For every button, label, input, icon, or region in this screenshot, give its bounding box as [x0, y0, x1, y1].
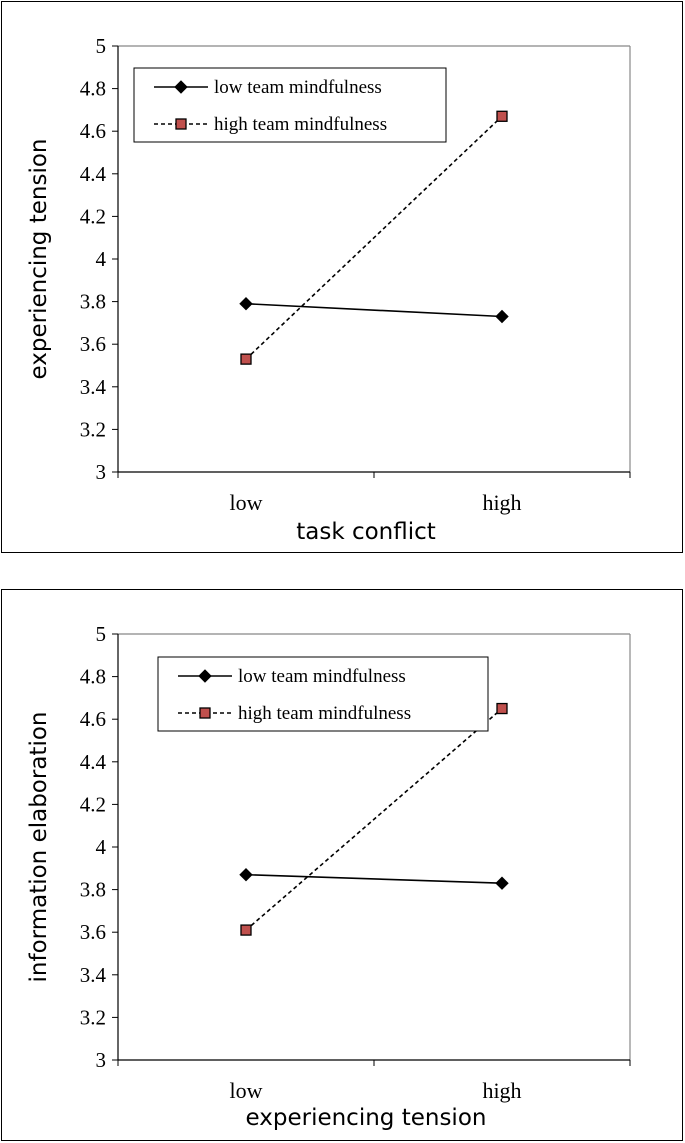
- series-line-1: [245, 115, 503, 360]
- y-tick-label: 3: [96, 460, 107, 484]
- y-tick-label: 4.8: [80, 77, 106, 101]
- y-tick-label: 4.2: [80, 792, 106, 816]
- series-1: [240, 110, 508, 365]
- series-0: [239, 867, 509, 890]
- data-point-0-1: [495, 876, 509, 890]
- y-tick-label: 3: [96, 1048, 107, 1072]
- y-tick-label: 3.6: [80, 920, 106, 944]
- y-tick-label: 4.2: [80, 204, 106, 228]
- data-point-1-0: [240, 353, 252, 365]
- x-axis-title: experiencing tension: [246, 1105, 487, 1131]
- legend-box: [133, 67, 447, 143]
- data-point-1-1: [496, 702, 508, 715]
- data-point-1-1: [496, 110, 508, 122]
- y-tick-label: 3.6: [80, 332, 106, 356]
- legend: low team mindfulness high team mindfulnes…: [133, 67, 447, 143]
- y-tick-label: 3.2: [80, 1005, 106, 1029]
- legend-marker-1: [175, 118, 187, 130]
- legend-marker-1: [199, 707, 211, 719]
- data-point-0-0: [239, 297, 253, 311]
- data-point-0-1: [495, 309, 509, 324]
- y-tick-label: 4.6: [80, 119, 106, 143]
- chart-svg-2: 3 3.2 3.4 3.6 3.8 4 4.2 4.4 4.6 4.8 5 low highexperi…: [26, 622, 631, 1131]
- series-1: [240, 702, 508, 936]
- series-line-1: [245, 707, 503, 931]
- legend-label-1: high team mindfulness: [238, 703, 411, 724]
- chart-svg-1: 3 3.2 3.4 3.6 3.8 4 4.2 4.4 4.6 4.8 5 low high task c…: [26, 34, 631, 545]
- y-tick-label: 3.2: [80, 417, 106, 441]
- y-tick-label: 5: [96, 34, 107, 58]
- series-line-0: [245, 302, 503, 318]
- legend-marker-0: [174, 80, 188, 94]
- series-line-0: [245, 873, 503, 885]
- x-tick-label-high: high: [482, 1078, 521, 1103]
- y-tick-label: 4: [96, 247, 107, 271]
- legend-box: [157, 656, 489, 732]
- y-tick-label: 4.8: [80, 665, 106, 689]
- legend-marker-0: [198, 669, 212, 683]
- x-tick-label-low: low: [230, 490, 263, 515]
- y-tick-label: 5: [96, 622, 107, 646]
- y-tick-label: 3.8: [80, 290, 106, 314]
- chart-panel-2: 3 3.2 3.4 3.6 3.8 4 4.2 4.4 4.6 4.8 5 low high experi…: [1, 589, 683, 1141]
- y-tick-label: 4.4: [80, 162, 107, 186]
- y-tick-label: 3.8: [80, 878, 106, 902]
- chart-panel-1: 3 3.2 3.4 3.6 3.8 4 4.2 4.4 4.6 4.8 5 low high task c…: [1, 1, 683, 553]
- legend: low team mindfulness high team mindfulnes…: [157, 656, 489, 732]
- y-tick-label: 4: [96, 835, 107, 859]
- series-0: [239, 297, 509, 324]
- legend-label-0: low team mindfulness: [214, 77, 382, 98]
- y-tick-label: 4.6: [80, 707, 106, 731]
- data-point-0-0: [239, 867, 253, 882]
- legend-label-1: high team mindfulness: [214, 114, 387, 135]
- data-point-1-0: [240, 924, 252, 936]
- y-axis-title: information elaboration: [26, 712, 52, 983]
- y-tick-label: 3.4: [80, 963, 107, 987]
- x-tick-label-low: low: [230, 1078, 263, 1103]
- legend-label-0: low team mindfulness: [238, 666, 406, 687]
- x-axis-title: task conflict: [296, 519, 436, 545]
- y-axis-title: experiencing tension: [26, 139, 52, 380]
- y-tick-label: 4.4: [80, 750, 107, 774]
- y-tick-label: 3.4: [80, 375, 107, 399]
- x-tick-label-high: high: [482, 490, 521, 515]
